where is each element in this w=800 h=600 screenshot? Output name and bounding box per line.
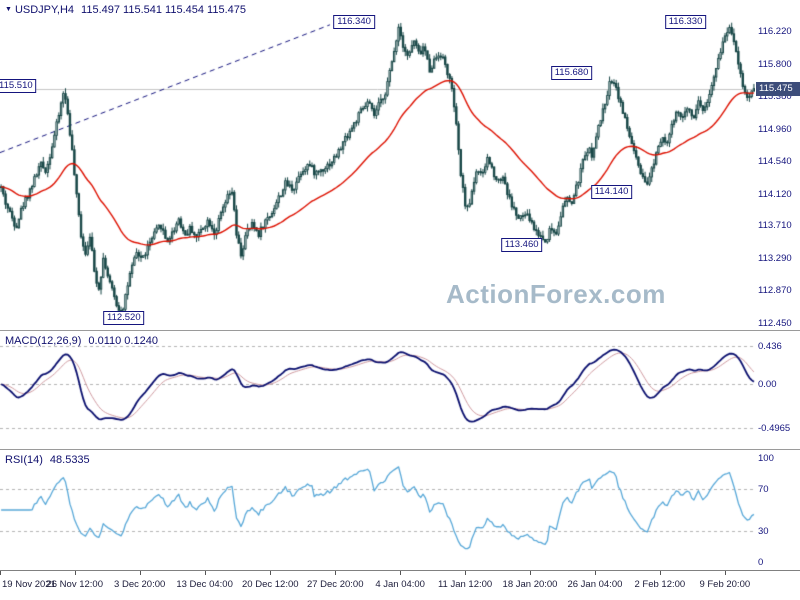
rsi-header: RSI(14) 48.5335 [5, 454, 90, 466]
price-axis-label: 113.290 [758, 252, 792, 264]
macd-label: MACD(12,26,9) [5, 335, 82, 347]
time-axis-tick [335, 571, 337, 575]
price-level-label: 115.680 [550, 65, 593, 80]
rsi-axis-label: 70 [758, 484, 769, 496]
ohlc-quotes: 115.497 115.541 115.454 115.475 [81, 4, 246, 16]
rsi-value: 48.5335 [49, 454, 90, 466]
rsi-axis-label: 100 [758, 453, 774, 465]
price-level-label: 116.340 [333, 14, 375, 29]
time-axis-label: 4 Jan 04:00 [375, 579, 425, 590]
price-level-label: 115.510 [0, 78, 37, 93]
panel-separator[interactable] [0, 449, 800, 450]
price-axis-label: 114.960 [758, 123, 792, 135]
macd-values: 0.0110 0.1240 [88, 335, 158, 347]
macd-axis-label: 0.436 [758, 340, 782, 352]
rsi-panel: RSI(14) 48.5335 100 70 30 0 [0, 450, 800, 570]
time-axis-label: 27 Dec 20:00 [306, 579, 364, 590]
time-axis-tick [74, 571, 76, 575]
macd-panel: MACD(12,26,9) 0.0110 0.1240 0.436 0.00 -0.4… [0, 331, 800, 449]
macd-axis-label: 0.00 [758, 379, 777, 391]
price-level-label: 113.460 [500, 237, 543, 252]
price-axis-label: 113.710 [758, 220, 792, 232]
price-level-label: 116.330 [664, 15, 707, 30]
price-axis-label: 112.870 [758, 285, 792, 297]
time-axis-label: 11 Jan 12:00 [437, 579, 493, 590]
time-axis-tick [724, 571, 726, 575]
current-price-badge: 115.475 [756, 81, 800, 96]
time-axis-tick [594, 571, 596, 575]
price-level-label: 112.520 [102, 310, 145, 325]
time-axis-label: 26 Nov 12:00 [46, 579, 103, 590]
time-axis-label: 18 Jan 20:00 [502, 579, 558, 590]
time-axis-tick [204, 571, 206, 575]
time-axis-label: 19 Nov 2021 [2, 579, 56, 590]
time-axis-label: 9 Feb 20:00 [699, 579, 751, 590]
symbol-dropdown-icon: ▼ [5, 6, 12, 13]
price-axis-label: 115.380 [758, 91, 792, 103]
time-axis-tick [270, 571, 272, 575]
price-axis-label: 115.800 [758, 58, 792, 70]
time-axis-tick [530, 571, 531, 575]
rsi-label: RSI(14) [5, 454, 43, 466]
price-axis-label: 116.220 [758, 25, 792, 37]
price-level-label: 114.140 [590, 185, 633, 200]
time-axis-tick [659, 571, 661, 575]
price-axis-label: 114.540 [758, 156, 792, 168]
time-axis-label: 2 Feb 12:00 [634, 579, 686, 590]
time-axis-tick [465, 571, 467, 575]
time-axis[interactable]: 19 Nov 2021 26 Nov 12:00 3 Dec 20:00 13 Dec… [0, 570, 800, 600]
macd-header: MACD(12,26,9) 0.0110 0.1240 [5, 335, 158, 347]
time-axis-tick [0, 571, 1, 575]
time-axis-tick [139, 571, 141, 575]
main-chart-canvas[interactable] [0, 0, 755, 330]
time-axis-label: 20 Dec 12:00 [242, 579, 299, 590]
time-axis-tick [400, 571, 402, 575]
time-axis-label: 13 Dec 04:00 [176, 579, 233, 590]
macd-axis-label: -0.4965 [758, 423, 791, 435]
rsi-axis-label: 30 [758, 525, 769, 537]
macd-chart-canvas[interactable] [0, 331, 755, 449]
rsi-axis-label: 0 [758, 556, 764, 568]
rsi-chart-canvas[interactable] [0, 450, 755, 570]
time-axis-label: 3 Dec 20:00 [114, 579, 166, 590]
time-axis-label: 26 Jan 04:00 [567, 579, 623, 590]
chart-header: ▼ USDJPY,H4 115.497 115.541 115.454 115.47… [5, 4, 246, 16]
symbol-label: USDJPY,H4 [14, 4, 75, 16]
panel-separator[interactable] [0, 330, 800, 331]
price-axis-label: 114.120 [758, 188, 792, 200]
price-axis-label: 112.450 [758, 318, 792, 330]
